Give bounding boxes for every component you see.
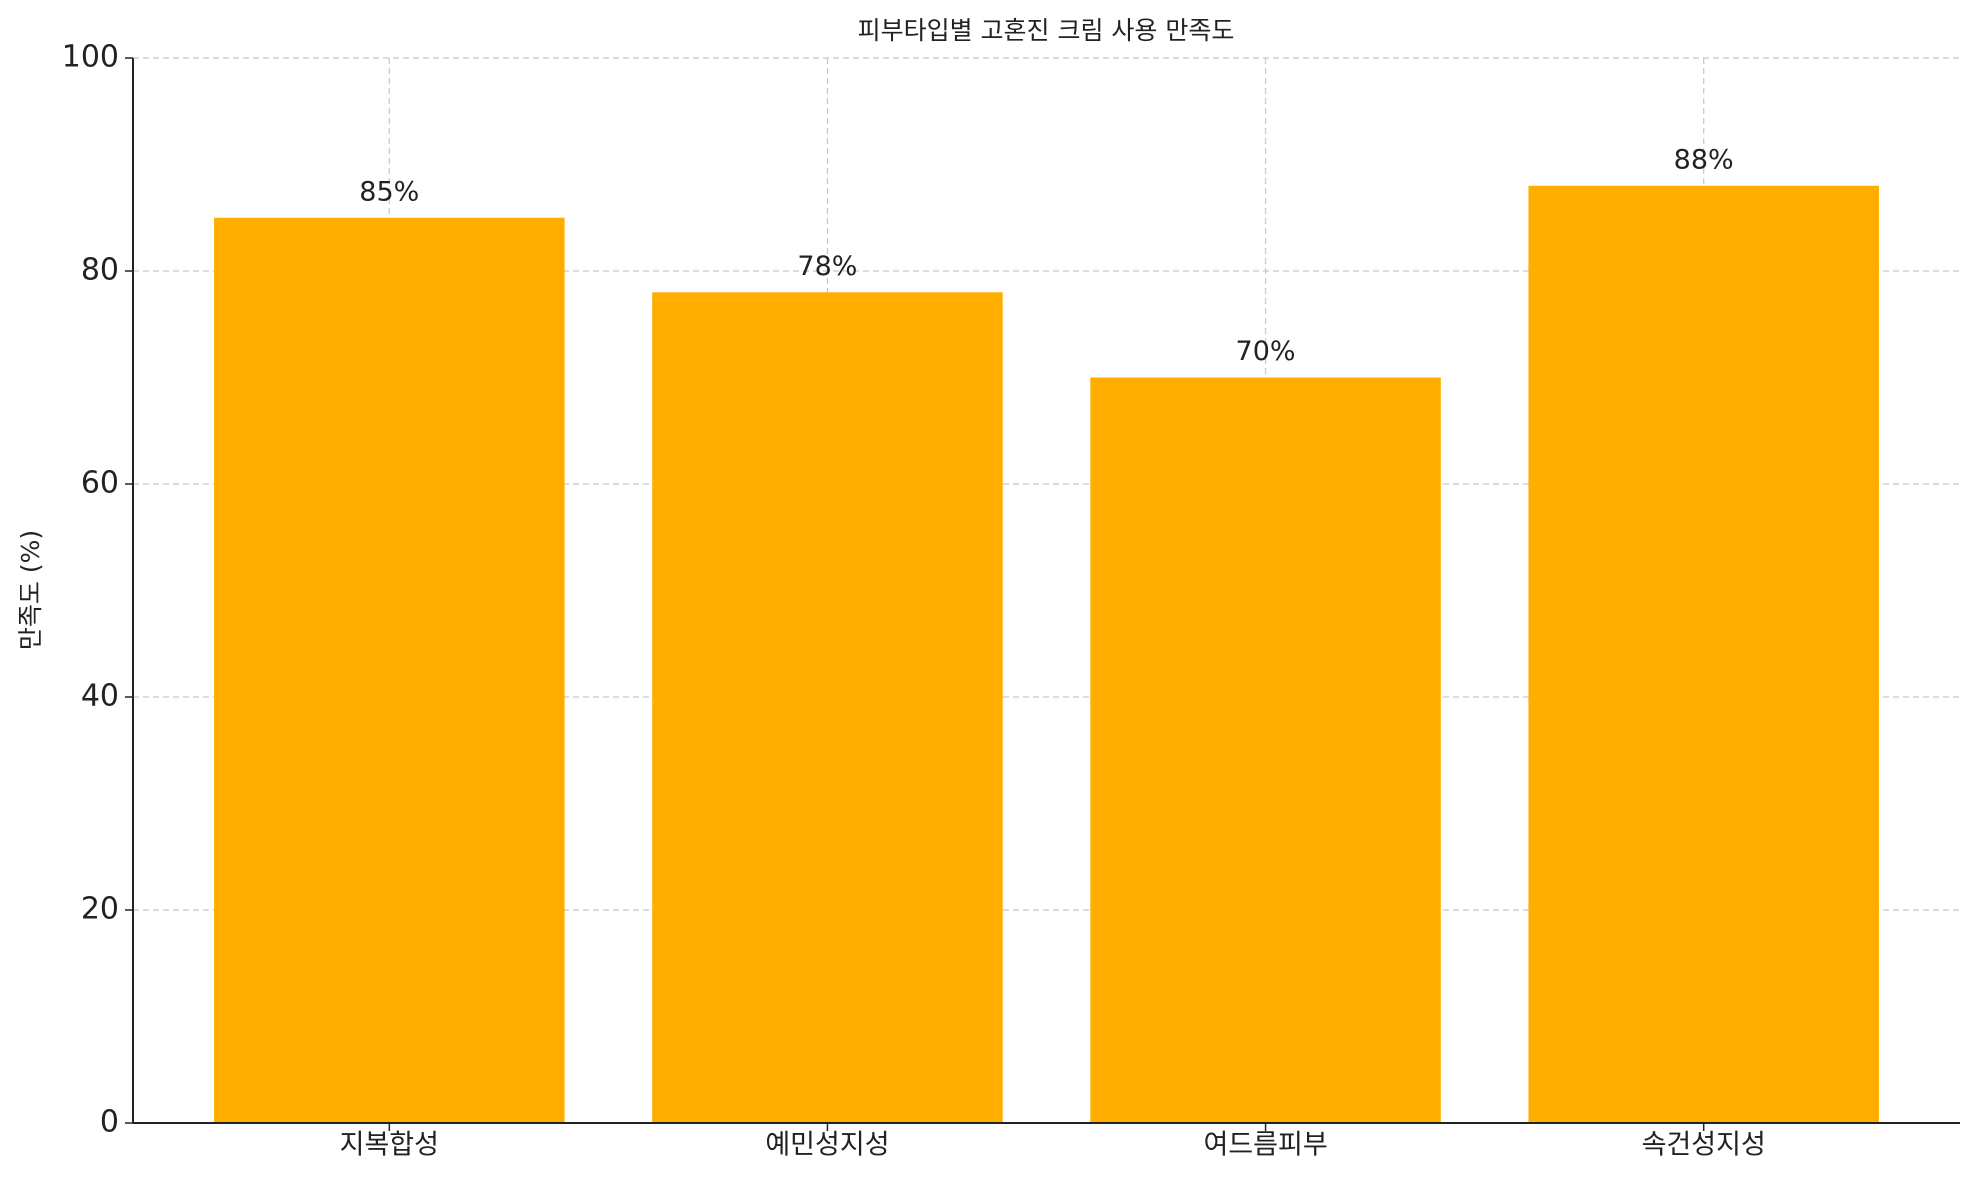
bar xyxy=(1528,185,1879,1124)
bar xyxy=(214,217,565,1123)
x-tick-label: 속건성지성 xyxy=(1642,1130,1766,1161)
x-tick-label: 지복합성 xyxy=(340,1130,439,1161)
chart-title: 피부타입별 고혼진 크림 사용 만족도 xyxy=(858,16,1235,45)
y-tick-label: 0 xyxy=(100,1105,119,1140)
y-tick-label: 80 xyxy=(81,253,119,288)
bar xyxy=(1090,377,1441,1123)
y-tick-label: 100 xyxy=(62,40,119,75)
y-tick-label: 60 xyxy=(81,466,119,501)
x-tick-label: 예민성지성 xyxy=(765,1130,889,1161)
value-label: 88% xyxy=(1674,144,1734,175)
y-axis-label: 만족도 (%) xyxy=(16,530,45,650)
value-label: 85% xyxy=(359,176,419,207)
value-label: 70% xyxy=(1236,336,1296,367)
value-label: 78% xyxy=(797,251,857,282)
y-tick-label: 40 xyxy=(81,679,119,714)
x-tick-label: 여드름피부 xyxy=(1203,1130,1327,1161)
bar xyxy=(652,292,1003,1123)
y-tick-label: 20 xyxy=(81,892,119,927)
